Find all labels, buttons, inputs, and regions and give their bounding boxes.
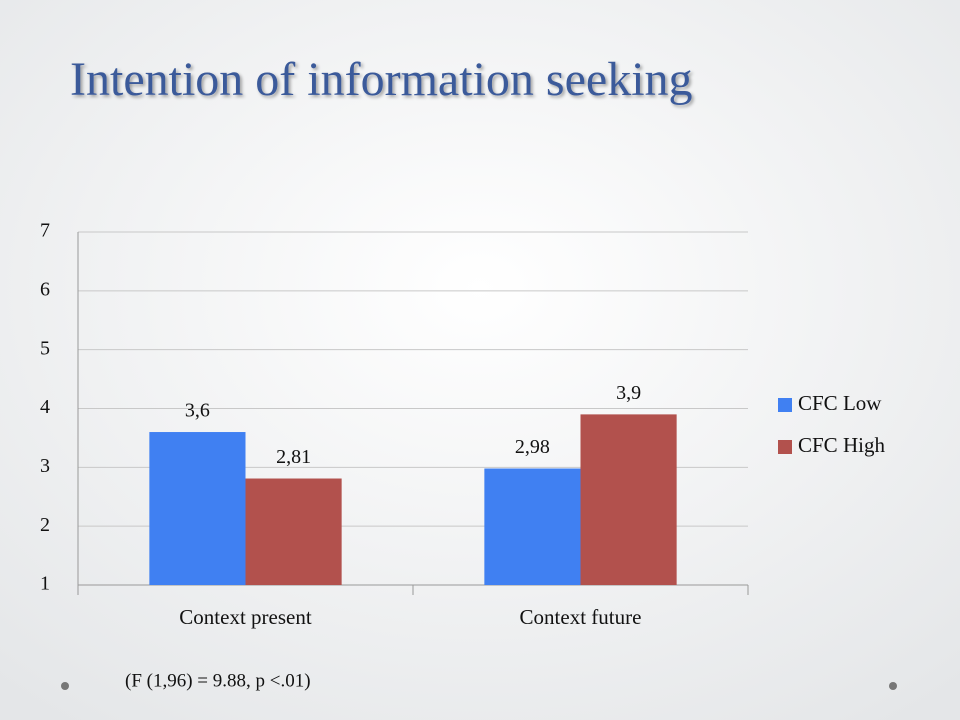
y-tick-label: 7 xyxy=(40,220,50,242)
value-label: 2,98 xyxy=(515,436,550,458)
y-tick-label: 1 xyxy=(40,573,50,595)
value-label: 3,9 xyxy=(616,382,641,404)
legend-label: CFC Low xyxy=(798,391,882,415)
bar xyxy=(484,468,581,585)
decor-dot xyxy=(61,682,69,690)
legend-swatch xyxy=(778,440,792,454)
bar xyxy=(245,478,342,585)
bar xyxy=(149,432,246,585)
annotation: (F (1,96) = 9.88, p <.01) xyxy=(125,670,311,691)
y-tick-label: 6 xyxy=(40,278,50,300)
y-tick-label: 2 xyxy=(40,514,50,536)
value-label: 2,81 xyxy=(276,446,311,468)
y-tick-label: 4 xyxy=(40,396,50,418)
legend-swatch xyxy=(778,398,792,412)
bar xyxy=(580,414,677,585)
y-tick-label: 3 xyxy=(40,455,50,477)
y-tick-label: 5 xyxy=(40,337,50,359)
plot: 1 2 3 4 5 6 7 Context present 3,6 2,81 Context fut… xyxy=(40,220,885,629)
chart-title: Intention of information seeking xyxy=(70,53,693,106)
legend-label: CFC High xyxy=(798,433,885,457)
decor-dot xyxy=(889,682,897,690)
x-tick-label: Context present xyxy=(179,605,312,629)
value-label: 3,6 xyxy=(185,400,210,422)
x-tick-label: Context future xyxy=(520,605,642,629)
